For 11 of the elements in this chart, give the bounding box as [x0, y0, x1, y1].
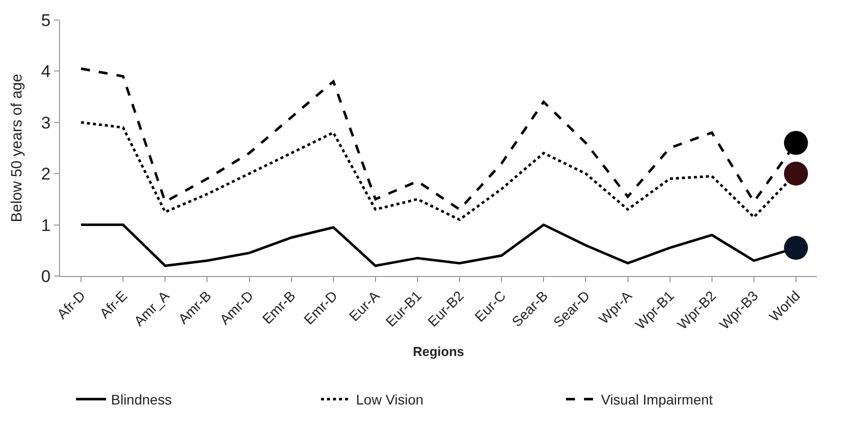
- y-tick-label: 3: [41, 113, 51, 132]
- x-axis-title: Regions: [412, 344, 464, 360]
- y-tick-label: 5: [41, 10, 51, 30]
- y-tick-label: 2: [41, 164, 51, 184]
- legend-label: Low Vision: [356, 392, 424, 408]
- legend-label: Blindness: [111, 392, 172, 408]
- y-tick-label: 0: [41, 266, 51, 286]
- legend-label: Visual Impairment: [601, 392, 713, 408]
- y-axis-title: Below 50 years of age: [8, 74, 26, 222]
- y-tick-label: 4: [41, 62, 51, 82]
- y-tick-label: 1: [41, 216, 51, 235]
